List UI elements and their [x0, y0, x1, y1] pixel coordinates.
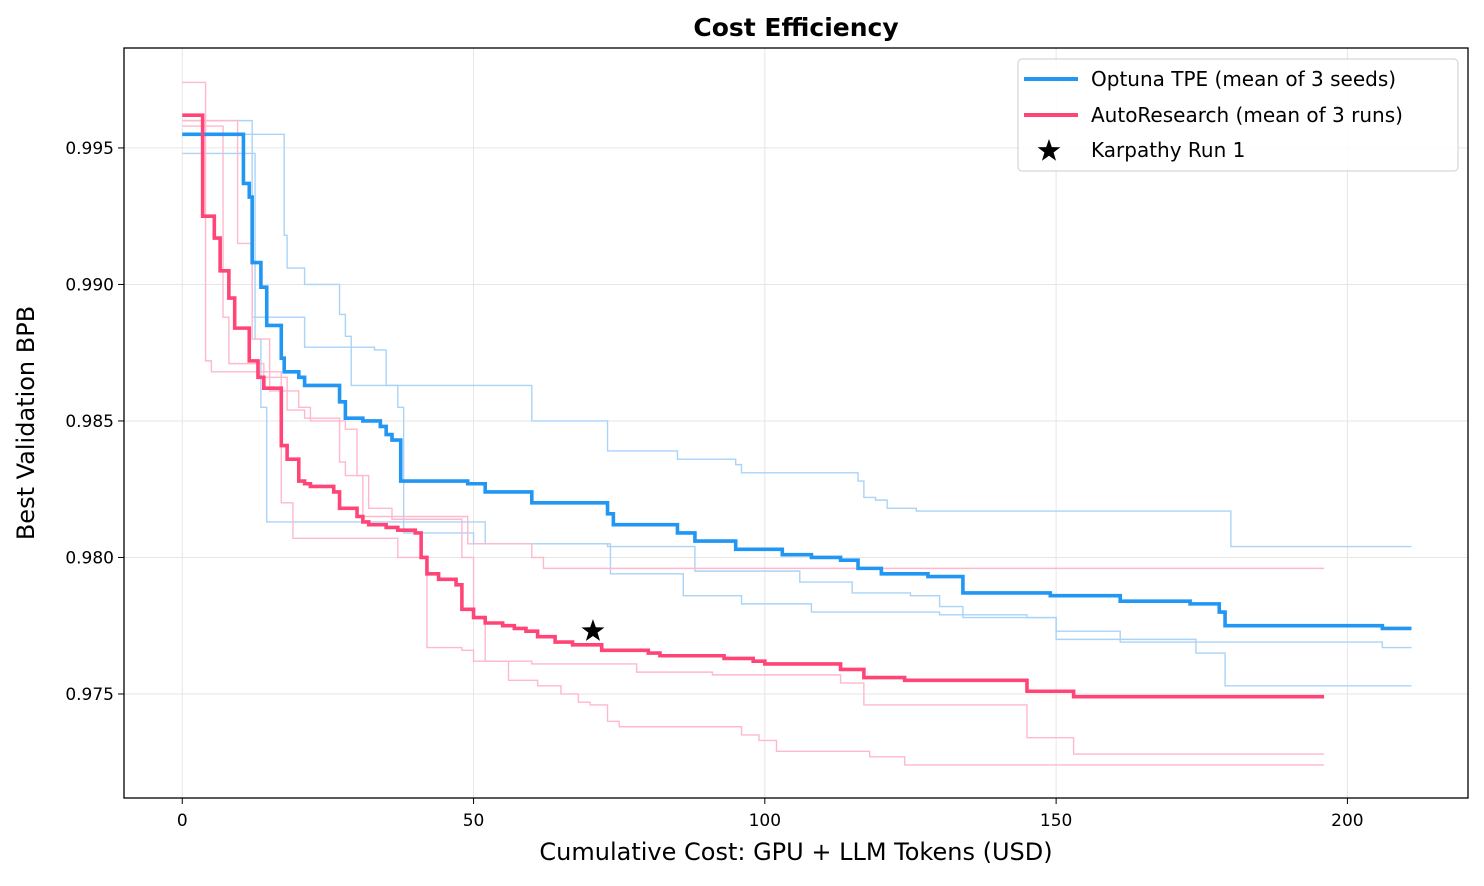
x-tick-label: 200 [1331, 811, 1363, 831]
y-tick-label: 0.975 [65, 685, 114, 705]
x-tick-label: 50 [463, 811, 485, 831]
plot-frame [123, 47, 1469, 799]
legend-label-karpathy: Karpathy Run 1 [1091, 138, 1245, 162]
legend-label-optuna: Optuna TPE (mean of 3 seeds) [1091, 67, 1396, 91]
x-axis-label: Cumulative Cost: GPU + LLM Tokens (USD) [539, 838, 1052, 866]
autoresearch-run-line [182, 119, 1325, 766]
y-tick-label: 0.995 [65, 139, 114, 159]
optuna-mean-line [182, 132, 1412, 631]
y-tick-label: 0.980 [65, 548, 114, 568]
x-tick-label: 0 [177, 811, 188, 831]
karpathy-star-marker [581, 619, 605, 641]
optuna-seed-line [182, 133, 1412, 548]
auto-mean-line [182, 113, 1325, 699]
legend-box [1017, 58, 1459, 172]
autoresearch-run-line [182, 81, 1325, 755]
plot-lines [182, 81, 1412, 766]
legend-label-autoresearch: AutoResearch (mean of 3 runs) [1091, 103, 1403, 127]
axis-ticks: 0 50 100 150 200 0.975 0.980 0.985 0.990 0.995 [65, 139, 1363, 831]
legend-star-icon [1037, 139, 1061, 161]
chart-title: Cost Efficiency [693, 13, 898, 42]
x-tick-label: 150 [1040, 811, 1072, 831]
y-tick-label: 0.990 [65, 275, 114, 295]
y-tick-label: 0.985 [65, 412, 114, 432]
optuna-seed-line [182, 152, 1412, 687]
autoresearch-run-line [182, 125, 1325, 570]
legend: Optuna TPE (mean of 3 seeds) AutoResearc… [1017, 58, 1459, 172]
x-tick-label: 100 [749, 811, 781, 831]
y-axis-label: Best Validation BPB [12, 306, 40, 540]
